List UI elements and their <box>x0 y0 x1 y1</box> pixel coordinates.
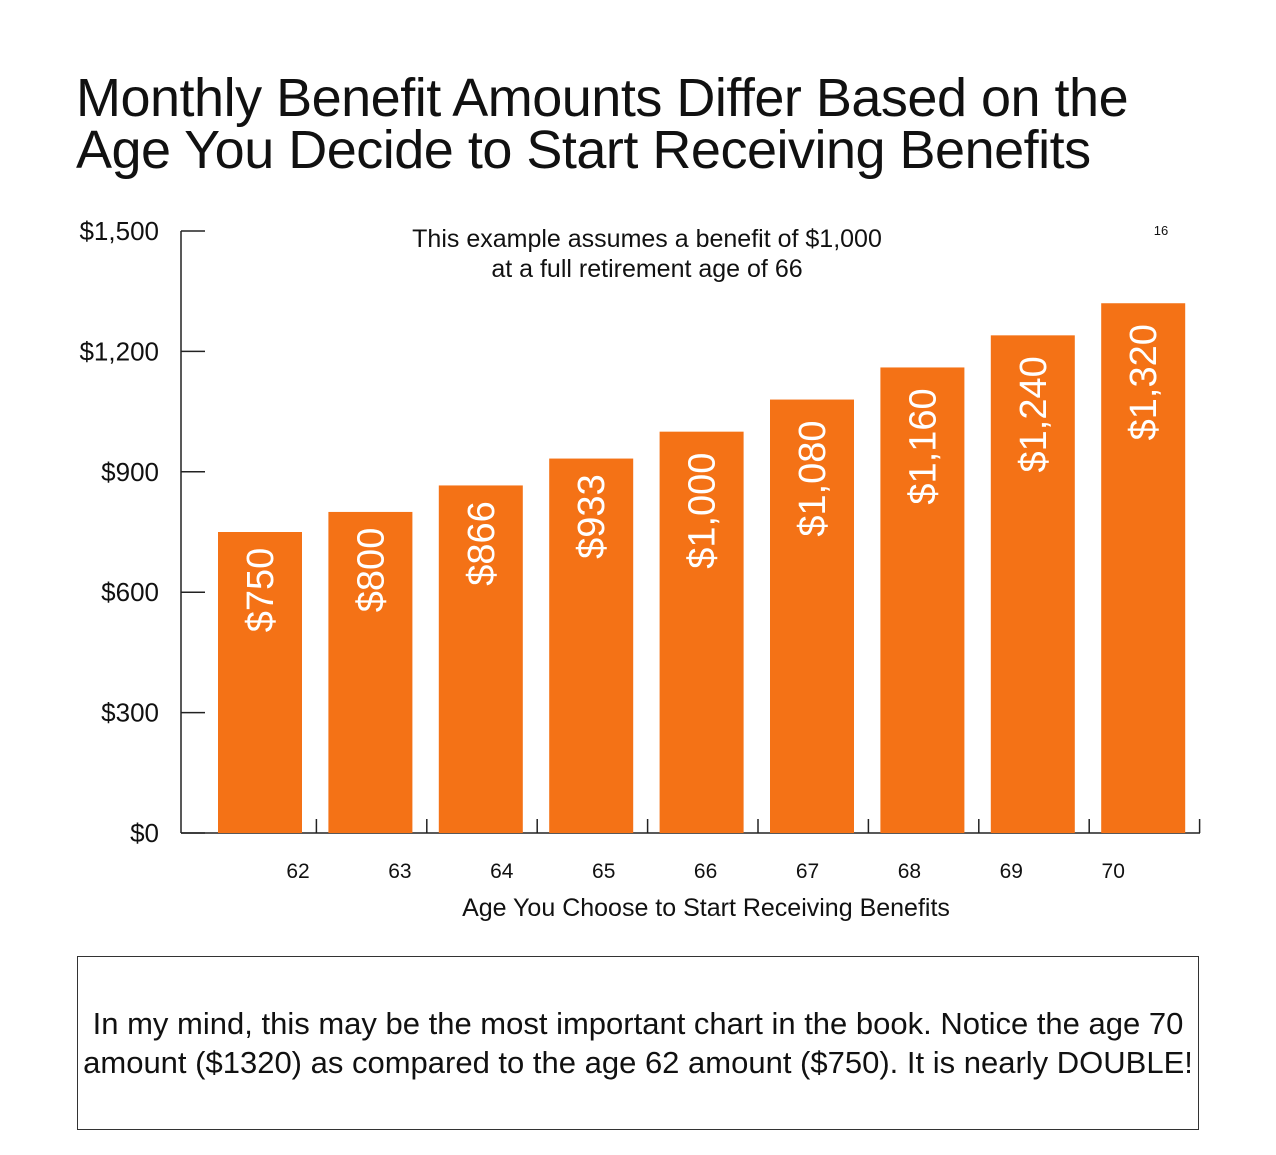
bar <box>659 431 744 833</box>
bar <box>549 458 634 833</box>
bar <box>328 511 413 833</box>
x-tick-label: 70 <box>1102 860 1125 883</box>
y-tick-label: $600 <box>101 577 159 607</box>
bar <box>1101 303 1186 833</box>
x-tick-label: 65 <box>592 860 615 883</box>
bar-chart: $0 $300 $600 $900 $1,200 $1,500 $750 $800 $866 $9… <box>79 216 1201 922</box>
bar <box>438 485 523 833</box>
bar <box>218 532 302 833</box>
bar <box>770 399 854 833</box>
y-tick-label: $900 <box>101 457 159 487</box>
x-tick-label: 66 <box>694 860 717 883</box>
y-tick-label: $0 <box>130 818 159 848</box>
x-tick-label: 69 <box>1000 860 1023 883</box>
chart-annotation-line: This example assumes a benefit of $1,000 <box>412 225 882 253</box>
y-tick-label: $300 <box>101 698 159 728</box>
bar <box>990 335 1075 833</box>
footnote-marker: 16 <box>1154 223 1168 238</box>
bar-value-label: $800 <box>350 528 392 613</box>
bar-value-label: $866 <box>461 501 503 586</box>
x-tick-label: 64 <box>490 860 514 883</box>
y-tick-label: $1,500 <box>79 216 159 246</box>
commentary-text: In my mind, this may be the most importa… <box>83 1006 1193 1080</box>
bar-value-label: $750 <box>240 548 282 633</box>
bar-value-label: $1,160 <box>902 388 944 504</box>
bar-value-label: $933 <box>571 474 613 559</box>
x-tick-label: 62 <box>286 860 309 883</box>
chart-title-line-1: Monthly Benefit Amounts Differ Based on … <box>76 68 1129 128</box>
y-tick-label: $1,200 <box>79 336 159 366</box>
commentary-box: In my mind, this may be the most importa… <box>77 956 1199 1130</box>
chart-title: Monthly Benefit Amounts Differ Based on … <box>76 68 1256 180</box>
bar-value-label: $1,240 <box>1013 356 1055 472</box>
x-tick-label: 63 <box>388 860 411 883</box>
x-tick-label: 68 <box>898 860 921 883</box>
bar-value-label: $1,000 <box>682 453 724 569</box>
bar-value-label: $1,080 <box>792 420 834 536</box>
chart-annotation-line: at a full retirement age of 66 <box>491 255 802 283</box>
bar <box>880 367 965 833</box>
bar-value-label: $1,320 <box>1123 324 1165 440</box>
x-axis-label: Age You Choose to Start Receiving Benefi… <box>462 894 950 922</box>
x-tick-label: 67 <box>796 860 819 883</box>
chart-title-line-2: Age You Decide to Start Receiving Benefi… <box>76 120 1091 180</box>
